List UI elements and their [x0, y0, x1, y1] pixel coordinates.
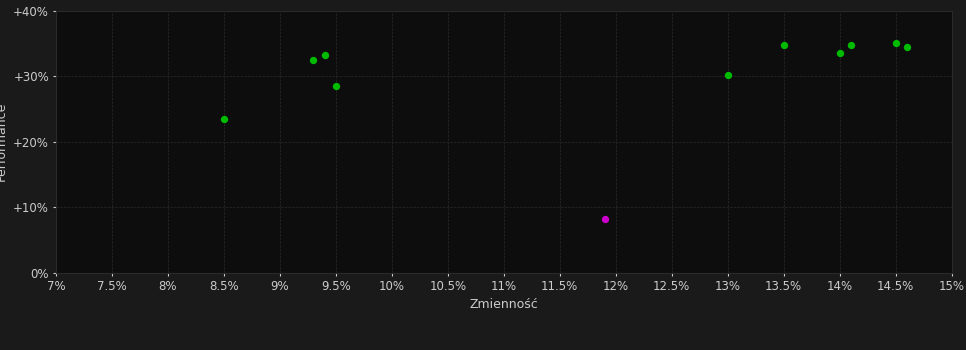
- Point: [776, 42, 791, 48]
- X-axis label: Zmienność: Zmienność: [469, 299, 538, 312]
- Point: [720, 72, 735, 78]
- Point: [216, 116, 232, 121]
- Y-axis label: Performance: Performance: [0, 102, 8, 181]
- Point: [843, 42, 859, 48]
- Point: [888, 41, 903, 46]
- Point: [317, 52, 332, 58]
- Point: [328, 83, 344, 89]
- Point: [597, 216, 612, 222]
- Point: [306, 57, 322, 63]
- Point: [832, 50, 847, 56]
- Point: [899, 44, 915, 49]
